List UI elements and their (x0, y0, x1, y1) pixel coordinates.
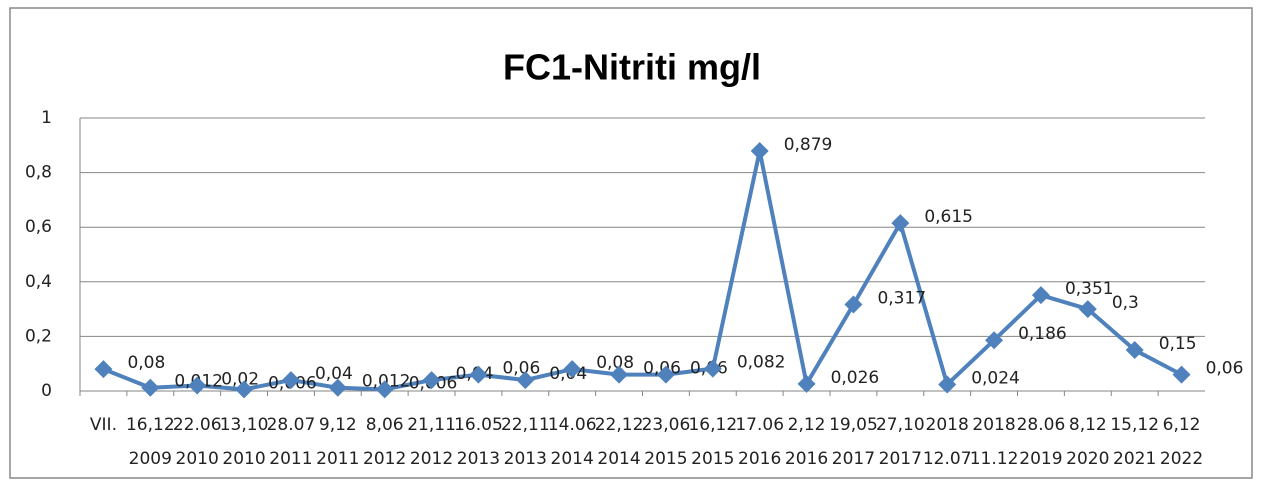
data-label: 0,082 (737, 353, 786, 373)
marker (891, 214, 910, 233)
marker (469, 365, 488, 384)
data-label: 0,04 (315, 364, 353, 384)
chart-title: FC1-Nitriti mg/l (503, 47, 761, 88)
x-tick-label: 2,12 2016 (785, 415, 828, 469)
x-tick-label: 2018 11.12 (970, 415, 1019, 469)
marker (844, 295, 863, 314)
x-tick-label: 6,12 2022 (1160, 415, 1203, 469)
y-tick-label: 0,4 (25, 272, 52, 292)
x-tick-label: 22,11 2013 (501, 415, 550, 469)
data-label: 0,15 (1159, 334, 1197, 354)
x-tick-label: 21,11 2012 (407, 415, 456, 469)
marker (1031, 286, 1050, 305)
x-tick-label: 27,10 2017 (876, 415, 925, 469)
x-tick-label: 16.05 2013 (454, 415, 503, 469)
data-label: 0,615 (924, 207, 973, 227)
y-tick-label: 0,8 (25, 163, 52, 183)
x-tick-label: 28.07 2011 (267, 415, 316, 469)
marker (610, 365, 629, 384)
marker (375, 380, 394, 399)
x-tick-label: 8,06 2012 (363, 415, 406, 469)
data-label: 0,186 (1018, 324, 1067, 344)
marker (797, 374, 816, 393)
x-tick-label: 16,12 2015 (688, 415, 737, 469)
marker (516, 371, 535, 390)
data-label: 0,317 (877, 288, 926, 308)
y-tick-label: 0,6 (25, 217, 52, 237)
marker (703, 359, 722, 378)
marker (656, 365, 675, 384)
y-tick-label: 1 (41, 108, 52, 128)
data-label: 0,351 (1065, 279, 1114, 299)
marker (938, 375, 957, 394)
marker (94, 360, 113, 379)
x-tick-label: 14.06 2014 (548, 415, 597, 469)
data-label: 0,3 (1112, 293, 1139, 313)
marker (141, 378, 160, 397)
marker (1125, 341, 1144, 360)
y-tick-label: 0,2 (25, 326, 52, 346)
data-label: 0,012 (362, 372, 411, 392)
marker (281, 371, 300, 390)
data-label: 0,08 (596, 353, 634, 373)
marker (1078, 300, 1097, 319)
data-label: 0,879 (784, 135, 833, 155)
marker (985, 331, 1004, 350)
x-tick-label: 17.06 2016 (735, 415, 784, 469)
marker (750, 142, 769, 161)
x-tick-label: 19,05 2017 (829, 415, 878, 469)
x-tick-label: 2018 12.07 (923, 415, 972, 469)
marker (188, 376, 207, 395)
x-tick-label: 15,12 2021 (1110, 415, 1159, 469)
marker (328, 378, 347, 397)
data-label: 0,024 (971, 368, 1020, 388)
y-tick-label: 0 (41, 381, 52, 401)
marker (563, 360, 582, 379)
marker (1172, 365, 1191, 384)
x-tick-label: 16,12 2009 (126, 415, 175, 469)
x-tick-label: 13,10 2010 (220, 415, 269, 469)
x-tick-label: 22,12 2014 (595, 415, 644, 469)
chart-frame (9, 7, 1253, 479)
data-label: 0,02 (221, 370, 259, 390)
data-label: 0,08 (127, 353, 165, 373)
x-tick-label: 28.06 2019 (1017, 415, 1066, 469)
x-tick-label: VII. (90, 415, 117, 435)
x-tick-label: 22.06 2010 (173, 415, 222, 469)
data-label: 0,06 (1206, 359, 1244, 379)
x-tick-label: 23,06 2015 (642, 415, 691, 469)
marker (422, 371, 441, 390)
marker (235, 380, 254, 399)
series-line (102, 149, 1183, 392)
x-tick-label: 9,12 2011 (316, 415, 359, 469)
data-label: 0,06 (502, 359, 540, 379)
data-label: 0,026 (831, 368, 880, 388)
x-tick-label: 8,12 2020 (1066, 415, 1109, 469)
